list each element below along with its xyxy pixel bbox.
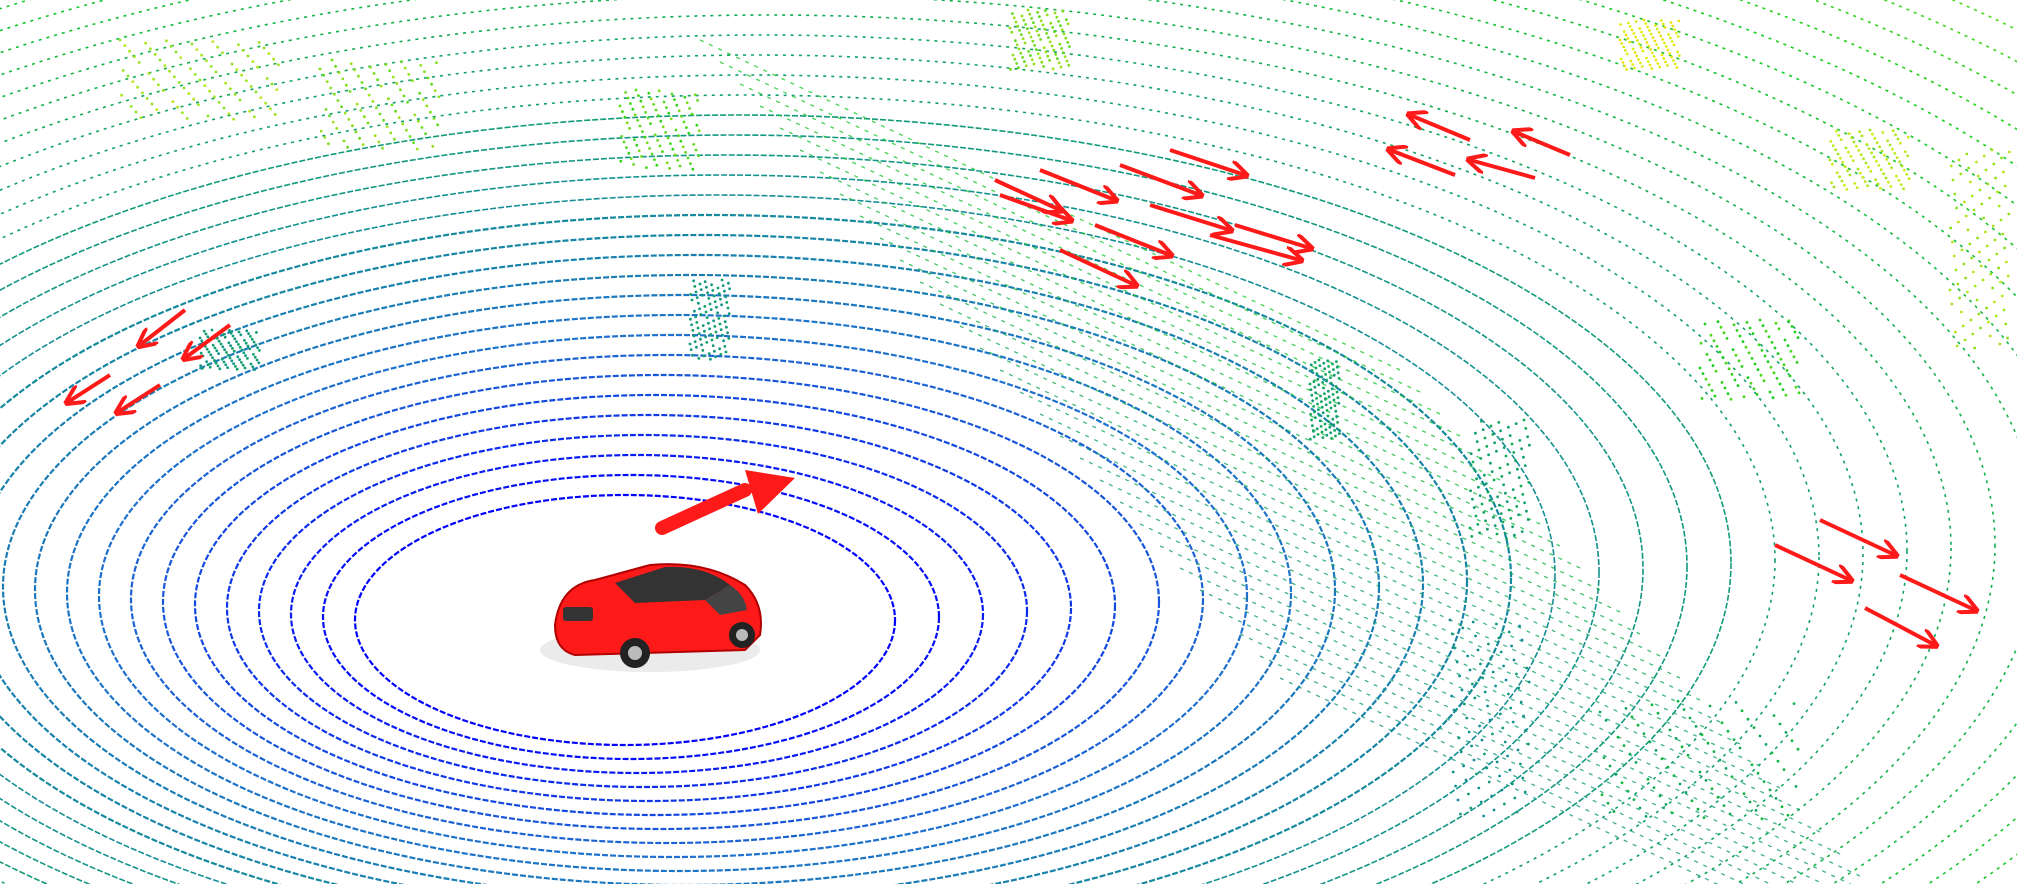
point-cluster xyxy=(1008,8,1071,71)
left-vehicle-arrows xyxy=(68,308,232,412)
motion-arrow xyxy=(185,323,232,358)
scan-ring xyxy=(0,194,1556,884)
motion-arrow xyxy=(1169,148,1245,175)
motion-arrow xyxy=(140,308,187,345)
scan-ring xyxy=(0,94,1776,884)
scan-ring xyxy=(225,413,1073,803)
point-clusters xyxy=(118,8,2011,821)
point-cluster xyxy=(318,58,441,151)
point-cluster xyxy=(1448,618,1531,818)
scan-ring xyxy=(0,174,1600,884)
scan-ring xyxy=(65,313,1293,873)
motion-arrow xyxy=(1470,160,1536,180)
motion-arrow xyxy=(1864,606,1935,645)
motion-arrow xyxy=(1149,203,1230,230)
scan-ring xyxy=(129,353,1205,845)
scan-ring xyxy=(161,373,1161,831)
point-cluster xyxy=(1468,418,1531,541)
point-cluster xyxy=(1308,358,1341,441)
motion-arrow xyxy=(1119,163,1200,195)
far-vehicle-arrows xyxy=(1390,115,1571,180)
scan-ring xyxy=(0,134,1688,884)
motion-arrows xyxy=(68,115,1975,645)
point-cluster xyxy=(1698,318,1801,401)
motion-arrow xyxy=(1774,543,1850,580)
center-vehicle-arrows xyxy=(994,148,1310,285)
scan-ring xyxy=(321,473,941,761)
motion-arrow xyxy=(1819,518,1895,555)
scan-ring xyxy=(0,214,1512,884)
scan-ring xyxy=(0,253,1424,884)
scan-ring xyxy=(0,74,1820,884)
motion-arrow xyxy=(1039,168,1115,200)
motion-arrow xyxy=(999,193,1070,220)
scan-ring xyxy=(97,333,1249,859)
scan-ring xyxy=(34,293,1336,884)
motion-arrow xyxy=(994,178,1060,210)
scan-ring xyxy=(0,54,1864,884)
scan-ring xyxy=(257,433,1029,789)
scan-ring xyxy=(0,114,1732,884)
point-cluster xyxy=(198,328,261,371)
ego-heading-arrow xyxy=(655,470,795,535)
scan-ring xyxy=(353,493,897,747)
car-icon xyxy=(540,563,762,672)
motion-arrow xyxy=(1410,115,1471,142)
motion-arrow xyxy=(68,373,112,402)
scan-ring xyxy=(0,14,1952,884)
point-cluster xyxy=(688,278,731,361)
right-vehicle-arrows xyxy=(1774,518,1975,645)
scan-ring xyxy=(193,393,1117,817)
scan-ring xyxy=(0,234,1468,884)
point-cluster xyxy=(1948,148,2011,350)
motion-arrow xyxy=(1094,223,1170,255)
motion-arrow xyxy=(118,383,162,412)
motion-arrow xyxy=(1390,150,1456,177)
point-cluster xyxy=(118,38,280,121)
scan-ring xyxy=(289,453,985,775)
motion-arrow xyxy=(1899,573,1975,610)
point-cluster xyxy=(1828,128,1911,191)
scan-ring xyxy=(0,154,1644,884)
motion-arrow xyxy=(1059,248,1135,285)
point-cluster xyxy=(1618,18,1681,71)
motion-arrow xyxy=(1515,132,1571,157)
motion-arrow xyxy=(1234,223,1310,248)
point-cluster xyxy=(618,88,701,171)
motion-arrow xyxy=(1209,233,1300,260)
point-cluster xyxy=(1598,699,1800,821)
scan-ring xyxy=(0,34,1908,884)
